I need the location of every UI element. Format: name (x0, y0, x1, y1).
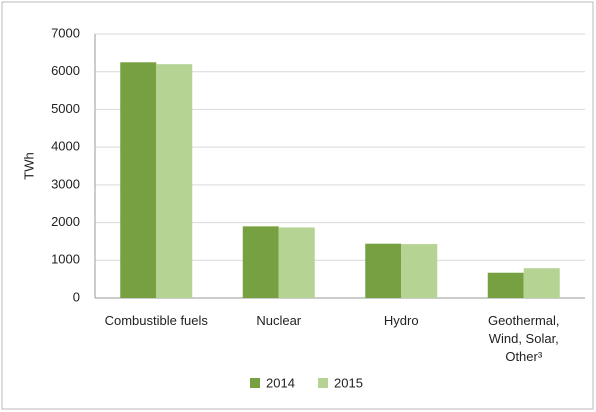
x-tick-label: Hydro (383, 313, 419, 328)
x-tick-label: Combustible fuels (104, 313, 208, 328)
bar (401, 244, 438, 298)
y-tick-label: 5000 (51, 101, 80, 116)
y-tick-label: 7000 (51, 25, 80, 40)
bar (120, 62, 157, 299)
legend-swatch (318, 378, 328, 388)
y-tick-label: 2000 (51, 214, 80, 229)
y-tick-label: 0 (73, 289, 80, 304)
bar (242, 226, 279, 298)
bar (365, 243, 402, 298)
bar (156, 64, 193, 299)
legend-swatch (250, 378, 260, 388)
y-tick-label: 6000 (51, 63, 80, 78)
bar (523, 268, 560, 298)
y-tick-label: 4000 (51, 139, 80, 154)
x-tick-label: Nuclear (256, 313, 302, 328)
bar (487, 272, 524, 298)
x-tick-label: Geothermal, Wind, Solar, Other³ (487, 313, 560, 364)
y-axis-label: TWh (21, 152, 36, 179)
y-tick-label: 3000 (51, 176, 80, 191)
legend-label: 2015 (334, 375, 363, 390)
bar (278, 227, 315, 298)
legend-label: 2014 (266, 375, 295, 390)
y-tick-label: 1000 (51, 252, 80, 267)
